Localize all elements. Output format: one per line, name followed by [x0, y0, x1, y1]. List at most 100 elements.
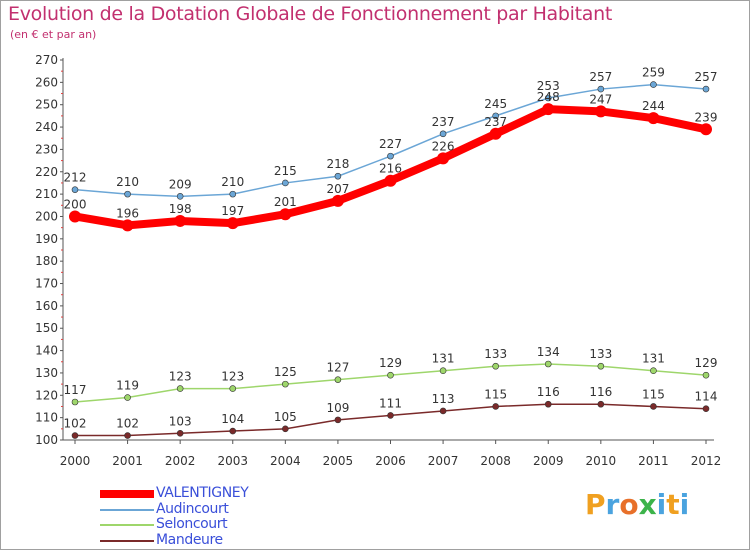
chart-title: Evolution de la Dotation Globale de Fonc…: [8, 3, 613, 25]
data-label-audincourt-2009: 253: [537, 79, 560, 93]
data-point-audincourt-2001: [124, 190, 131, 198]
data-label-valentigney-2008: 237: [484, 115, 507, 129]
data-label-seloncourt-2005: 127: [326, 361, 349, 375]
data-point-mandeure-2004: [282, 425, 289, 433]
data-point-mandeure-2006: [387, 412, 394, 419]
data-point-valentigney-2000: [69, 210, 81, 223]
data-label-seloncourt-2007: 131: [432, 352, 455, 366]
data-point-mandeure-2009: [544, 400, 552, 408]
data-label-seloncourt-2008: 133: [484, 347, 507, 361]
data-label-seloncourt-2012: 129: [695, 356, 718, 370]
data-label-audincourt-2010: 257: [589, 70, 612, 84]
data-label-seloncourt-2011: 131: [642, 352, 665, 366]
data-label-mandeure-2004: 105: [274, 410, 297, 424]
data-label-seloncourt-2002: 123: [169, 370, 192, 384]
y-tick-label-150: 150: [35, 321, 58, 335]
data-point-valentigney-2008: [489, 127, 502, 140]
data-label-mandeure-2003: 104: [221, 412, 244, 426]
x-tick-label-2008: 2008: [480, 454, 511, 468]
data-label-valentigney-2004: 201: [274, 195, 297, 209]
data-label-valentigney-2006: 216: [379, 162, 402, 176]
data-point-audincourt-2008: [492, 112, 499, 120]
data-label-mandeure-2001: 102: [116, 417, 139, 431]
legend-label-seloncourt: Seloncourt: [156, 516, 228, 532]
legend-swatch-seloncourt: [100, 524, 154, 526]
data-point-valentigney-2005: [331, 194, 344, 207]
data-point-audincourt-2002: [176, 193, 184, 200]
data-label-valentigney-2003: 197: [221, 204, 244, 218]
chart-subtitle: (en € et par an): [10, 28, 97, 41]
x-tick-label-2002: 2002: [165, 454, 196, 468]
y-tick-label-240: 240: [35, 120, 58, 134]
data-point-valentigney-2010: [594, 105, 607, 118]
data-point-seloncourt-2010: [597, 362, 605, 370]
data-label-valentigney-2005: 207: [326, 182, 349, 196]
legend-swatch-mandeure: [100, 539, 154, 542]
y-tick-label-120: 120: [35, 388, 58, 402]
data-point-mandeure-2003: [229, 427, 237, 435]
data-point-audincourt-2010: [597, 85, 605, 93]
y-tick-label-260: 260: [35, 75, 58, 89]
data-label-audincourt-2001: 210: [116, 175, 139, 189]
y-tick-label-100: 100: [35, 433, 58, 447]
data-label-mandeure-2007: 113: [432, 392, 455, 406]
data-point-seloncourt-2009: [544, 360, 552, 368]
logo-letter: r: [605, 488, 620, 521]
data-label-valentigney-2001: 196: [116, 206, 139, 220]
data-point-valentigney-2012: [700, 123, 712, 136]
data-point-seloncourt-2006: [387, 371, 394, 379]
logo-letter: P: [585, 488, 606, 521]
data-label-mandeure-2002: 103: [169, 414, 192, 428]
data-label-seloncourt-2004: 125: [274, 365, 297, 379]
data-point-valentigney-2001: [121, 219, 134, 232]
data-label-mandeure-2000: 102: [64, 417, 87, 431]
logo-letter: o: [619, 488, 639, 521]
data-label-valentigney-2002: 198: [169, 202, 192, 216]
data-point-mandeure-2000: [71, 432, 79, 439]
data-point-valentigney-2011: [647, 112, 660, 125]
data-label-valentigney-2011: 244: [642, 99, 665, 113]
y-tick-label-200: 200: [35, 209, 58, 223]
x-tick-label-2011: 2011: [638, 454, 669, 468]
y-tick-label-190: 190: [35, 232, 58, 246]
data-point-mandeure-2010: [597, 400, 605, 408]
y-tick-label-210: 210: [35, 187, 58, 201]
data-point-valentigney-2002: [174, 214, 187, 227]
data-point-audincourt-2000: [71, 186, 79, 193]
data-point-seloncourt-2007: [439, 367, 447, 375]
data-label-audincourt-2012: 257: [695, 70, 718, 84]
data-label-audincourt-2008: 245: [484, 97, 507, 111]
y-tick-label-180: 180: [35, 254, 58, 268]
y-tick-label-220: 220: [35, 165, 58, 179]
y-tick-label-130: 130: [35, 366, 58, 380]
data-label-valentigney-2007: 226: [432, 139, 455, 153]
data-label-mandeure-2010: 116: [589, 385, 612, 399]
data-label-mandeure-2012: 114: [695, 390, 718, 404]
data-point-valentigney-2009: [542, 103, 555, 116]
data-label-mandeure-2008: 115: [484, 387, 507, 401]
data-label-audincourt-2011: 259: [642, 66, 665, 80]
data-point-seloncourt-2004: [282, 380, 289, 388]
data-label-mandeure-2009: 116: [537, 385, 560, 399]
x-tick-label-2000: 2000: [60, 454, 91, 468]
data-label-audincourt-2002: 209: [169, 177, 192, 191]
data-label-audincourt-2007: 237: [432, 115, 455, 129]
data-point-audincourt-2011: [650, 81, 657, 88]
x-tick-label-2001: 2001: [112, 454, 143, 468]
x-tick-label-2005: 2005: [323, 454, 354, 468]
legend-label-mandeure: Mandeure: [156, 531, 223, 548]
legend-swatch-valentigney: [100, 490, 154, 498]
data-point-mandeure-2007: [439, 407, 447, 415]
data-label-seloncourt-2000: 117: [64, 383, 87, 397]
data-label-valentigney-2012: 239: [695, 110, 718, 124]
data-label-seloncourt-2010: 133: [589, 347, 612, 361]
data-point-valentigney-2004: [279, 208, 292, 221]
x-tick-label-2009: 2009: [533, 454, 564, 468]
y-tick-label-230: 230: [35, 142, 58, 156]
data-point-mandeure-2011: [650, 403, 657, 410]
data-label-seloncourt-2009: 134: [537, 345, 560, 359]
data-point-seloncourt-2001: [124, 394, 131, 401]
data-point-mandeure-2005: [334, 416, 342, 424]
data-point-valentigney-2006: [384, 174, 397, 187]
